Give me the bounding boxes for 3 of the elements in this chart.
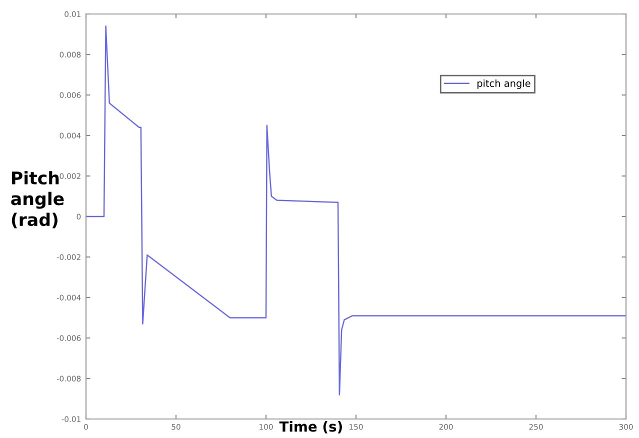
x-axis-title: Time (s) (279, 421, 342, 434)
legend-label: pitch angle (477, 79, 530, 89)
line-series (86, 26, 626, 396)
